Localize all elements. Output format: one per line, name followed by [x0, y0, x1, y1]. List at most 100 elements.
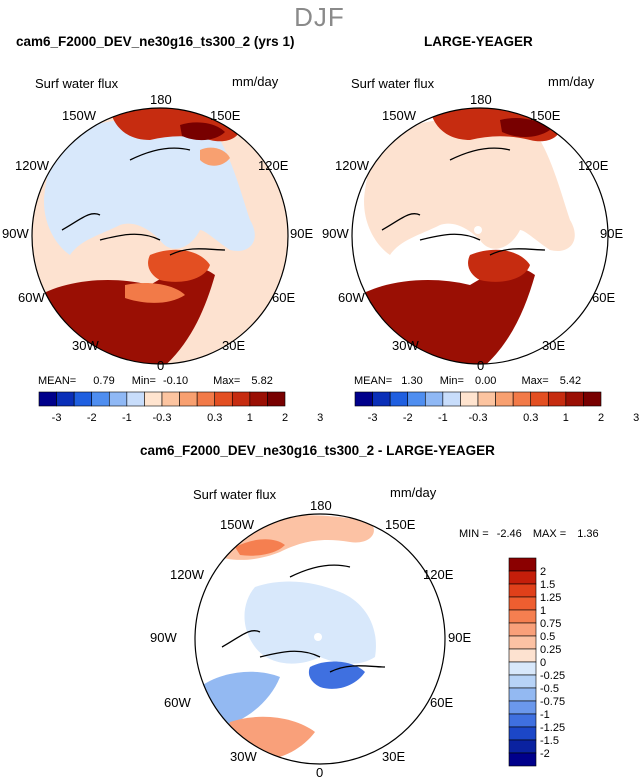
diff-colorbar-label-14: -2	[540, 748, 550, 760]
right-map-border	[351, 107, 609, 365]
right-coastlines	[381, 147, 546, 256]
right-colorbar-label-0: -3	[368, 412, 378, 424]
left-lon-60w: 60W	[18, 290, 45, 305]
right-colorbar-swatch-9	[512, 391, 532, 407]
diff-colorbar-label-12: -1.25	[540, 722, 565, 734]
left-colorbar-swatch-4	[108, 391, 128, 407]
diff-colorbar-label-13: -1.5	[540, 735, 559, 747]
right-lon-90w: 90W	[322, 226, 349, 241]
diff-colorbar-label-11: -1	[540, 709, 550, 721]
diff-colorbar-label-7: 0	[540, 657, 546, 669]
diff-colorbar-label-8: -0.25	[540, 670, 565, 682]
left-polar-map: 180 150E 120E 90E 60E 30E 0 30W 60W 90W …	[2, 92, 313, 373]
left-colorbar-swatch-6	[144, 391, 163, 407]
diff-panel-title: cam6_F2000_DEV_ne30g16_ts300_2 - LARGE-Y…	[140, 443, 495, 458]
left-colorbar: -3 -2 -1 -0.3 0.3 1 2 3	[38, 391, 323, 424]
left-lon-150w: 150W	[62, 108, 97, 123]
left-colorbar-swatch-12	[249, 391, 268, 407]
right-units-label: mm/day	[548, 74, 595, 89]
right-colorbar-swatch-3	[407, 391, 426, 407]
left-colorbar-label-7: 3	[317, 412, 323, 424]
right-lon-60e: 60E	[592, 290, 615, 305]
left-lon-180: 180	[150, 92, 172, 107]
right-pole-dot	[474, 226, 482, 234]
left-colorbar-label-1: -2	[87, 412, 97, 424]
right-polar-map: 180 150E 120E 90E 60E 30E 0 30W 60W 90W …	[322, 92, 623, 373]
right-colorbar-swatch-1	[372, 391, 391, 407]
right-variable-label: Surf water flux	[351, 76, 435, 91]
right-stats: MEAN= 1.30 Min= 0.00 Max= 5.42	[354, 375, 581, 387]
diff-lon-90w: 90W	[150, 630, 177, 645]
diff-lon-30w: 30W	[230, 749, 257, 764]
left-colorbar-swatch-8	[179, 391, 198, 407]
left-colorbar-swatch-3	[91, 391, 110, 407]
diff-colorbar-swatch-12	[508, 713, 537, 728]
diff-map-border	[194, 513, 446, 765]
diff-colorbar-label-3: 1	[540, 605, 546, 617]
diff-barents-negative	[308, 661, 365, 689]
diff-colorbar-label-0: 2	[540, 566, 546, 578]
diff-colorbar-swatch-14	[508, 739, 537, 754]
left-lon-90w: 90W	[2, 226, 29, 241]
diff-colorbar-swatch-2	[508, 583, 537, 598]
left-mean-value: 0.79	[93, 375, 115, 387]
right-colorbar-swatch-8	[495, 391, 514, 407]
diff-min-value: -2.46	[496, 528, 522, 540]
left-atlantic-mid	[125, 283, 185, 303]
diff-variable-label: Surf water flux	[193, 487, 277, 502]
diff-colorbar-swatch-15	[508, 752, 537, 767]
diff-max-label: MAX =	[532, 528, 567, 540]
right-colorbar-swatch-13	[583, 391, 602, 407]
diff-colorbar-swatch-6	[508, 635, 537, 650]
left-colorbar-label-6: 2	[282, 412, 288, 424]
left-lon-labels: 180 150E 120E 90E 60E 30E 0 30W 60W 90W …	[2, 92, 313, 373]
diff-colorbar-label-1: 1.5	[540, 579, 555, 591]
diff-lon-150e: 150E	[385, 517, 416, 532]
left-colorbar-swatch-2	[73, 391, 93, 407]
left-colorbar-swatch-7	[161, 391, 180, 407]
diff-lon-60e: 60E	[430, 695, 453, 710]
right-arctic-ocean	[364, 117, 575, 256]
left-panel-title: cam6_F2000_DEV_ne30g16_ts300_2 (yrs 1)	[16, 34, 295, 49]
diff-colorbar-swatch-1	[508, 570, 537, 585]
left-bering-patch	[200, 147, 230, 166]
right-lon-120w: 120W	[335, 158, 370, 173]
right-lon-0: 0	[477, 358, 484, 373]
diff-lon-120e: 120E	[423, 567, 454, 582]
right-lon-labels: 180 150E 120E 90E 60E 30E 0 30W 60W 90W …	[322, 92, 623, 373]
diff-lon-180: 180	[310, 498, 332, 513]
left-min-label: Min=	[131, 375, 156, 387]
diff-colorbar-label-6: 0.25	[540, 644, 561, 656]
right-colorbar-label-5: 1	[563, 412, 569, 424]
left-colorbar-swatch-9	[196, 391, 216, 407]
left-coastlines	[61, 147, 226, 256]
diff-colorbar-swatch-13	[508, 726, 537, 741]
left-lon-60e: 60E	[272, 290, 295, 305]
diff-colorbar-label-4: 0.75	[540, 618, 561, 630]
right-min-label: Min=	[439, 375, 464, 387]
diff-min-label: MIN =	[459, 528, 489, 540]
diff-stats: MIN = -2.46 MAX = 1.36	[459, 528, 599, 540]
right-colorbar-label-4: 0.3	[523, 412, 538, 424]
right-colorbar-swatch-12	[565, 391, 584, 407]
left-colorbar-swatch-0	[38, 391, 57, 407]
diff-colorbar-label-2: 1.25	[540, 592, 561, 604]
right-colorbar-swatch-4	[424, 391, 444, 407]
diff-max-value: 1.36	[577, 528, 599, 540]
left-max-value: 5.82	[251, 375, 273, 387]
left-min-value: -0.10	[162, 375, 189, 387]
right-colorbar: -3 -2 -1 -0.3 0.3 1 2 3	[354, 391, 639, 424]
right-lon-150e: 150E	[530, 108, 561, 123]
right-colorbar-swatch-2	[389, 391, 409, 407]
right-panel-title: LARGE-YEAGER	[424, 34, 533, 49]
diff-lon-150w: 150W	[220, 517, 255, 532]
diff-units-label: mm/day	[390, 485, 437, 500]
right-colorbar-swatch-11	[547, 391, 567, 407]
diff-lon-90e: 90E	[448, 630, 471, 645]
left-colorbar-label-5: 1	[247, 412, 253, 424]
diff-lon-120w: 120W	[170, 567, 205, 582]
diff-colorbar-swatch-3	[508, 596, 537, 611]
diff-colorbar-swatch-11	[508, 700, 537, 715]
left-norwegian-sea	[148, 249, 210, 282]
diff-lon-60w: 60W	[164, 695, 191, 710]
